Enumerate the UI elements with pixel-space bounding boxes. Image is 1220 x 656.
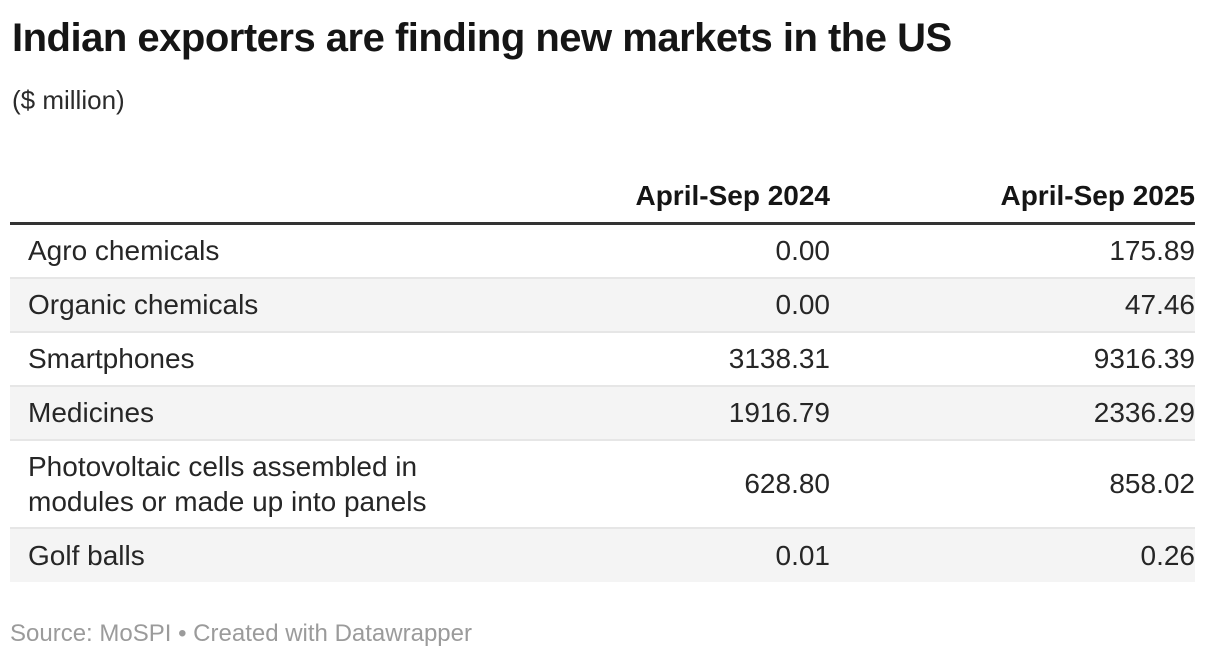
- chart-footer: Source: MoSPI • Created with Datawrapper: [10, 618, 472, 649]
- row-label: Golf balls: [10, 526, 490, 582]
- value-2024: 0.00: [775, 235, 831, 267]
- table-row-photovoltaic-cells: Photovoltaic cells assembled in modules …: [10, 438, 1195, 528]
- value-2024: 0.01: [490, 526, 830, 582]
- value-2024: 1916.79: [490, 384, 830, 440]
- table-row-golf-balls: Golf balls 0.01 0.26: [10, 526, 1195, 582]
- value-2025: 9316.39: [830, 330, 1195, 386]
- row-label: Smartphones: [10, 330, 490, 386]
- table-row-medicines: Medicines 1916.79 2336.29: [10, 384, 1195, 440]
- table-row-smartphones: Smartphones 3138.31 9316.39: [10, 330, 1195, 386]
- footer-separator: •: [171, 620, 194, 647]
- value-2025: 858.02: [830, 438, 1195, 528]
- datawrapper-attribution-link[interactable]: Created with Datawrapper: [193, 620, 472, 647]
- source-label: Source:: [10, 620, 100, 647]
- value-2025: 2336.29: [830, 384, 1195, 440]
- table-header: April-Sep 2024 April-Sep 2025: [10, 169, 1195, 225]
- column-header-2024: April-Sep 2024: [490, 169, 830, 225]
- row-label: Organic chemicals: [10, 276, 490, 332]
- table-row-agro-chemicals: Agro chemicals 0.00 175.89: [10, 224, 1195, 278]
- value-2025: 47.46: [830, 276, 1195, 332]
- row-label: Agro chemicals: [28, 235, 220, 267]
- row-label: Photovoltaic cells assembled in modules …: [10, 438, 490, 528]
- chart-subtitle: ($ million): [12, 85, 125, 115]
- row-label: Medicines: [10, 384, 490, 440]
- value-2024: 0.00: [490, 276, 830, 332]
- value-2025: 0.26: [830, 526, 1195, 582]
- table-body: Agro chemicals 0.00 175.89 Organic chemi…: [10, 224, 1195, 582]
- table-row-organic-chemicals: Organic chemicals 0.00 47.46: [10, 276, 1195, 332]
- table-header-row: April-Sep 2024 April-Sep 2025: [10, 169, 1195, 225]
- export-data-table: April-Sep 2024 April-Sep 2025 Agro chemi…: [10, 169, 1195, 582]
- source-name: MoSPI: [99, 620, 172, 647]
- value-2025: 175.89: [1109, 235, 1195, 267]
- chart-title: Indian exporters are finding new markets…: [12, 16, 952, 60]
- value-2024: 3138.31: [490, 330, 830, 386]
- value-2024: 628.80: [490, 438, 830, 528]
- column-header-empty: [10, 169, 490, 225]
- column-header-2025: April-Sep 2025: [830, 169, 1195, 225]
